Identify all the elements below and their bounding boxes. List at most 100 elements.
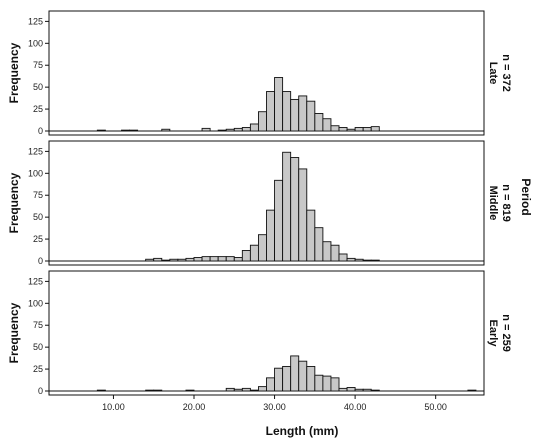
- y-tick-label: 125: [28, 276, 43, 286]
- histogram-bar: [362, 388, 372, 392]
- y-tick-label: 75: [33, 320, 43, 330]
- histogram-bar: [338, 253, 348, 262]
- histogram-bar: [177, 258, 187, 262]
- y-tick-label: 0: [38, 386, 43, 396]
- histogram-bar: [322, 375, 332, 392]
- histogram-bar: [193, 257, 203, 262]
- y-tick-label: 0: [38, 256, 43, 266]
- histogram-bar: [217, 256, 227, 262]
- histogram-bar: [314, 374, 324, 392]
- histogram-bar: [266, 209, 276, 262]
- histogram-bar: [298, 168, 308, 262]
- histogram-bar: [96, 389, 106, 392]
- histogram-bar: [266, 91, 276, 132]
- panel-late: 0 25 50 75 100 125 Frequency Late n = 372: [7, 10, 512, 136]
- histogram-bar: [185, 389, 195, 392]
- histogram-bar: [346, 128, 356, 132]
- histogram-bar: [370, 389, 380, 392]
- panel-early: 0 25 50 75 100 125 Frequency Early n = 259: [7, 270, 512, 396]
- histogram-bar: [266, 377, 276, 392]
- x-tick-label: 40.00: [344, 402, 367, 412]
- histogram-bar: [201, 127, 211, 132]
- panel-n-label: n = 819: [500, 184, 512, 222]
- panel-n-label: n = 259: [500, 314, 512, 352]
- histogram-bar: [290, 98, 300, 132]
- histogram-bar: [96, 129, 106, 132]
- histogram-bar: [290, 157, 300, 262]
- histogram-bar: [282, 91, 292, 132]
- x-tick-label: 20.00: [183, 402, 206, 412]
- histogram-bar: [354, 388, 364, 392]
- x-tick-label: 50.00: [424, 402, 447, 412]
- histogram-bar: [201, 256, 211, 262]
- y-axis-title: Frequency: [7, 302, 21, 363]
- histogram-bar: [257, 386, 267, 392]
- histogram-bar: [241, 387, 251, 392]
- histogram-bar: [241, 127, 251, 132]
- histogram-bar: [290, 355, 300, 392]
- y-axis-title: Frequency: [7, 42, 21, 103]
- y-tick-label: 50: [33, 82, 43, 92]
- histogram-bar: [362, 127, 372, 132]
- histogram-panels: 0 25 50 75 100 125 Frequency Late n = 372 0 25 50 75…: [7, 10, 512, 396]
- x-axis-title: Length (mm): [266, 424, 339, 438]
- histogram-bar: [330, 125, 340, 132]
- histogram-bar: [217, 129, 227, 132]
- histogram-bar: [338, 127, 348, 132]
- histogram-bar: [209, 256, 219, 262]
- y-axis-title: Frequency: [7, 172, 21, 233]
- histogram-bar: [274, 179, 284, 262]
- histogram-bar: [282, 365, 292, 392]
- histogram-bar: [185, 257, 195, 262]
- histogram-bar: [161, 259, 171, 262]
- y-tick-label: 100: [28, 38, 43, 48]
- histogram-bar: [233, 257, 243, 262]
- y-tick-label: 25: [33, 234, 43, 244]
- histogram-bar: [338, 387, 348, 392]
- x-tick-label: 30.00: [263, 402, 286, 412]
- histogram-bar: [306, 365, 316, 392]
- panel-label: Late: [487, 62, 499, 85]
- y-tick-label: 125: [28, 16, 43, 26]
- histogram-bar: [249, 123, 259, 132]
- histogram-bar: [257, 234, 267, 262]
- panel-frame: [48, 270, 485, 396]
- histogram-bar: [298, 95, 308, 132]
- histogram-bar: [249, 244, 259, 262]
- histogram-bar: [314, 227, 324, 262]
- histogram-bar: [298, 360, 308, 392]
- facet-title: Period: [519, 178, 533, 215]
- histogram-bar: [225, 256, 235, 262]
- histogram-bar: [330, 377, 340, 392]
- histogram-bar: [241, 250, 251, 262]
- histogram-bar: [354, 127, 364, 132]
- histogram-bar: [145, 258, 155, 262]
- panel-label: Early: [487, 320, 499, 348]
- y-tick-label: 25: [33, 104, 43, 114]
- histogram-bar: [169, 258, 179, 262]
- histogram-bar: [370, 126, 380, 132]
- histogram-bar: [225, 387, 235, 392]
- y-tick-label: 75: [33, 190, 43, 200]
- histogram-bar: [121, 129, 131, 132]
- y-tick-label: 50: [33, 342, 43, 352]
- histogram-bar: [346, 257, 356, 262]
- histogram-bar: [467, 389, 477, 392]
- histogram-bar: [249, 389, 259, 392]
- histogram-bar: [282, 151, 292, 262]
- histogram-bar: [129, 129, 139, 132]
- histogram-bar: [362, 259, 372, 262]
- y-tick-label: 75: [33, 60, 43, 70]
- histogram-bar: [354, 258, 364, 262]
- y-tick-label: 100: [28, 168, 43, 178]
- histogram-bar: [306, 209, 316, 262]
- histogram-bar: [153, 257, 163, 262]
- panel-n-label: n = 372: [500, 54, 512, 92]
- y-tick-label: 100: [28, 298, 43, 308]
- x-tick-label: 10.00: [102, 402, 125, 412]
- histogram-bar: [370, 259, 380, 262]
- histogram-bar: [330, 244, 340, 262]
- y-tick-label: 25: [33, 364, 43, 374]
- histogram-bar: [225, 128, 235, 132]
